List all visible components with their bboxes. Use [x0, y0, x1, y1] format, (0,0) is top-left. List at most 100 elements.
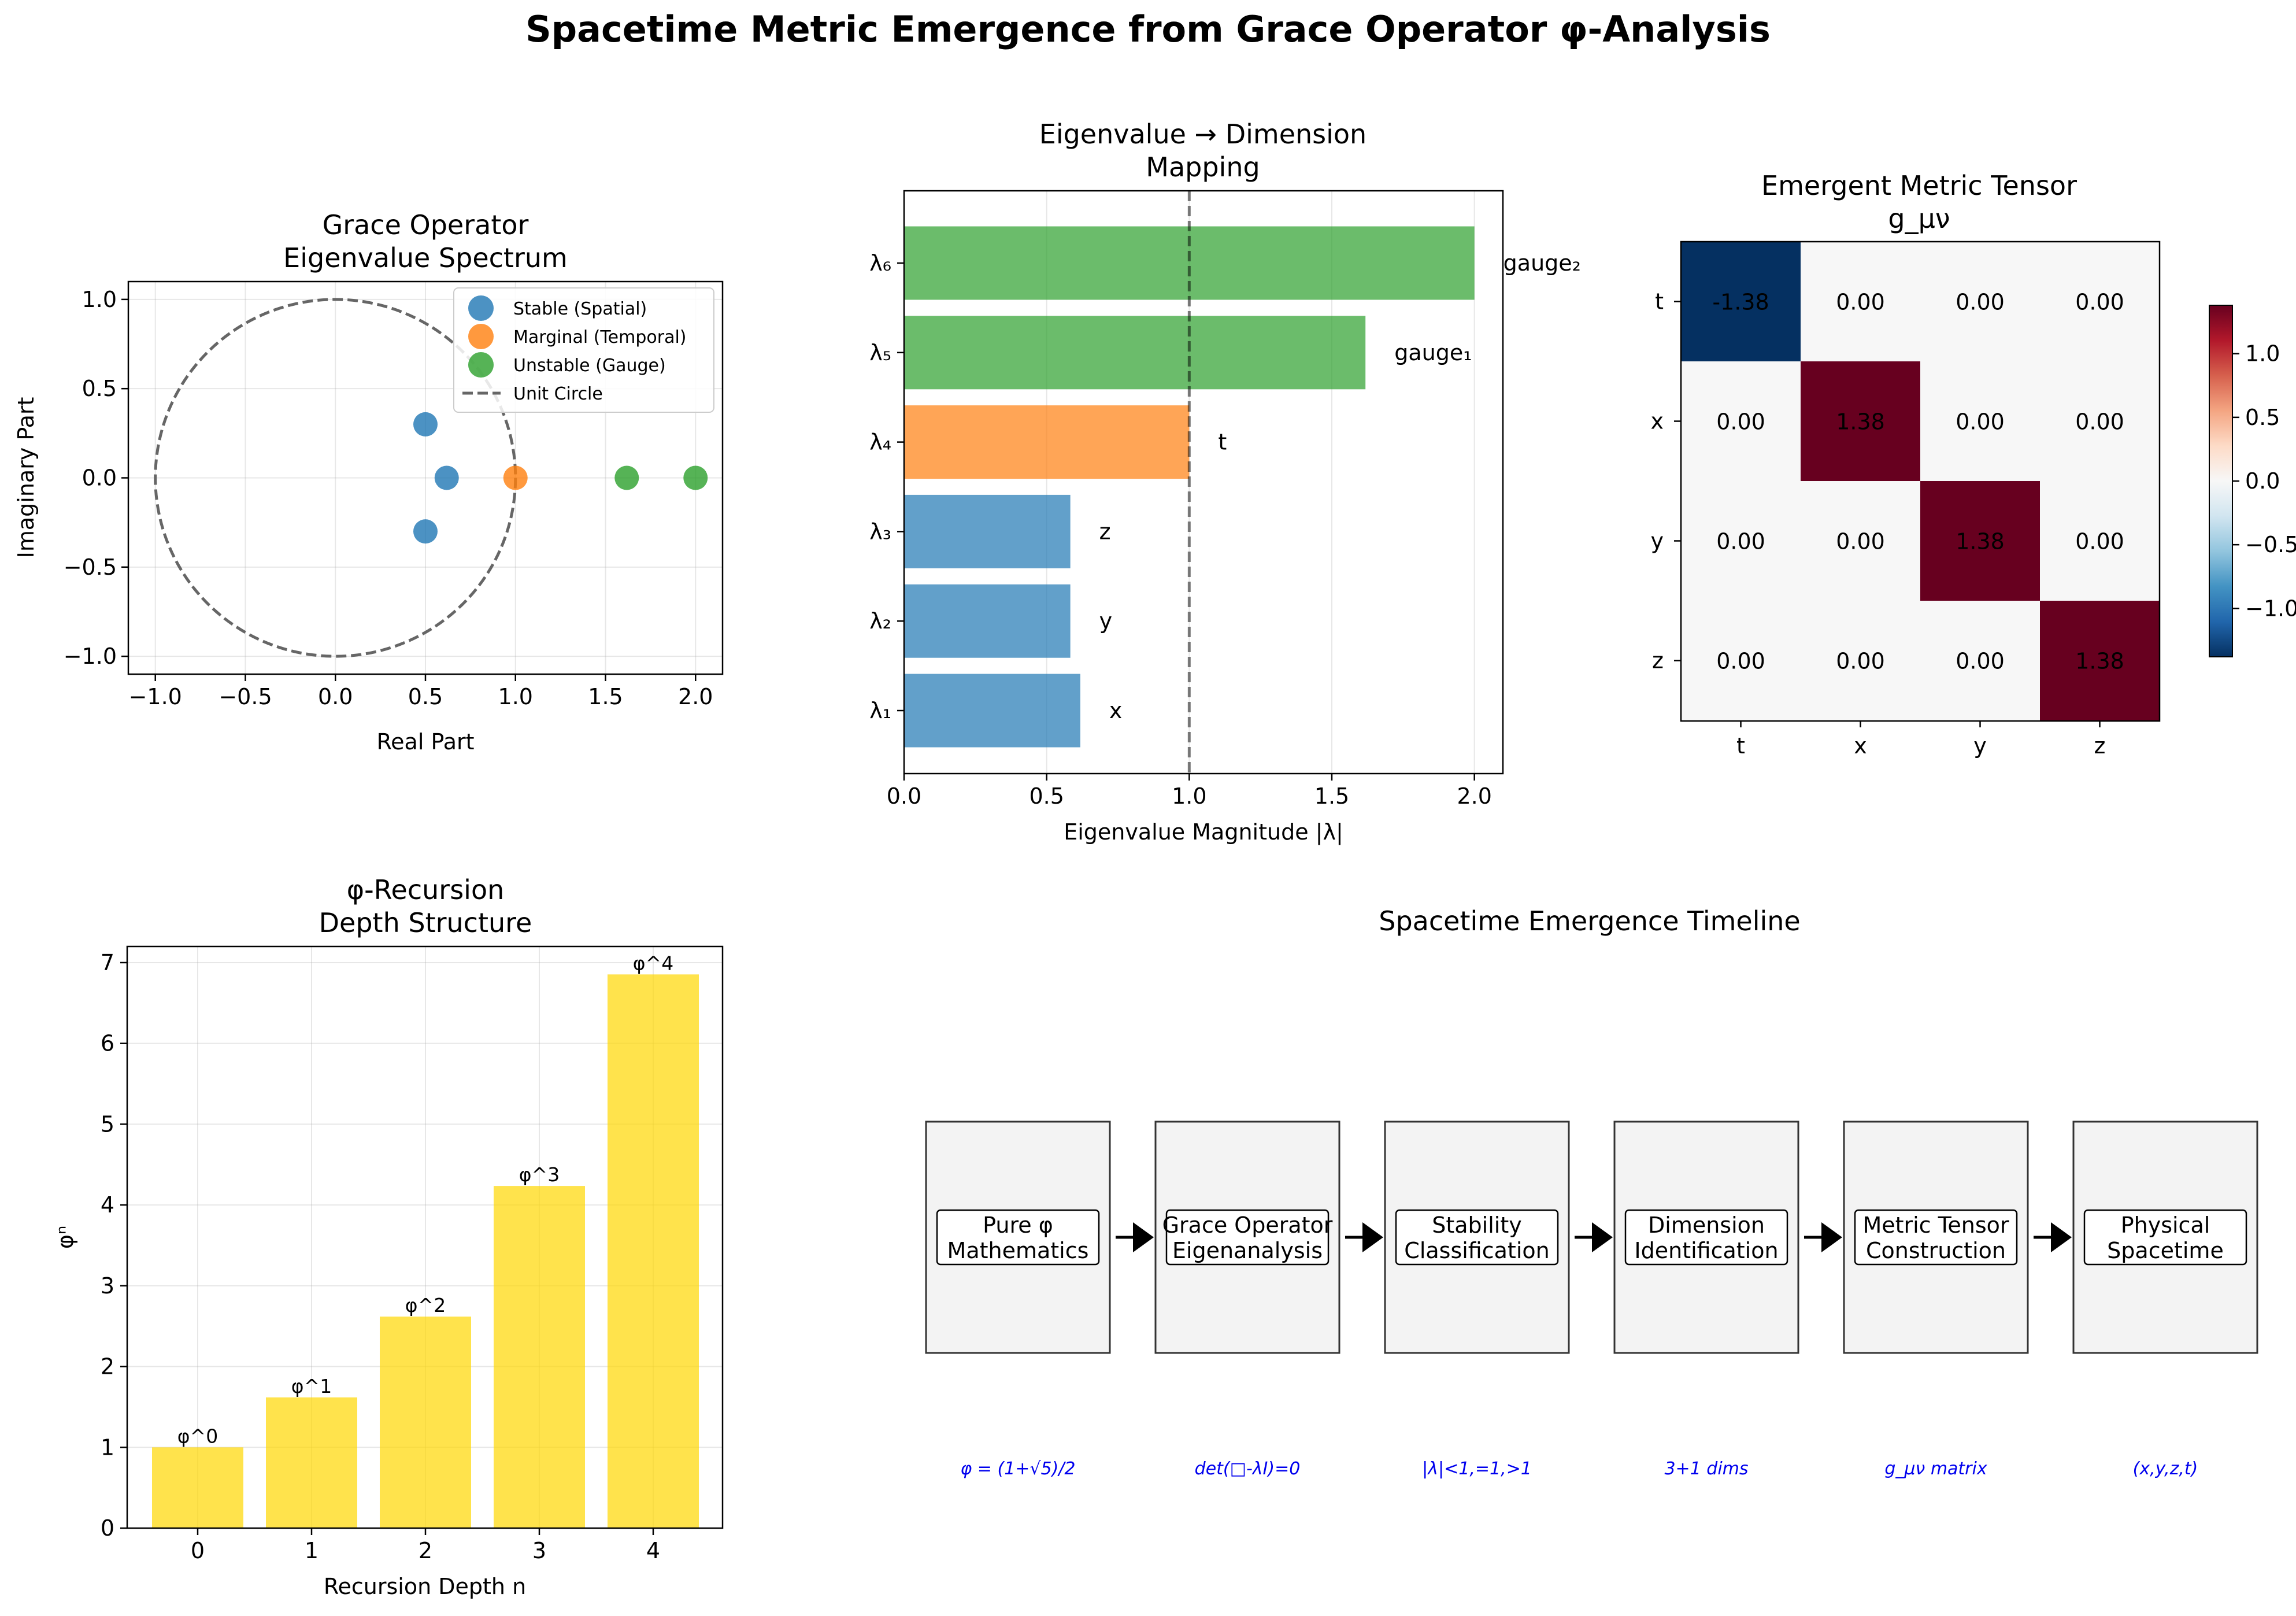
- eigen-dimension-panel: Eigenvalue → Dimension Mapping x y z t gauge…: [869, 119, 1581, 845]
- eigenvalue-point: [434, 465, 459, 490]
- recursion-bar-label: φ^2: [405, 1294, 446, 1317]
- mapping-y-tick-label: λ₅: [869, 340, 891, 365]
- legend-label-stable: Stable (Spatial): [513, 299, 647, 319]
- recursion-title-line-1: φ-Recursion: [347, 874, 505, 905]
- timeline-step-formula: |λ|<1,=1,>1: [1422, 1459, 1532, 1479]
- tensor-cell-label: 0.00: [1956, 649, 2005, 674]
- mapping-axes-frame: [903, 190, 1504, 775]
- timeline-step-label: Dimension: [1648, 1212, 1765, 1238]
- mapping-title-line-1: Eigenvalue → Dimension: [1039, 119, 1367, 150]
- timeline-step-formula: (x,y,z,t): [2133, 1459, 2198, 1479]
- recursion-y-tick-label: 2: [101, 1354, 114, 1380]
- spectrum-y-tick-label: −0.5: [64, 554, 117, 580]
- phi-recursion-panel: φ-Recursion Depth Structure φ^0 φ^1 φ^2 φ^3…: [53, 874, 724, 1599]
- tensor-cell: [1801, 601, 1921, 721]
- eigenvalue-bar: [904, 674, 1080, 748]
- timeline-step-label-box: [1624, 1209, 1788, 1266]
- mapping-y-tick-label: λ₁: [869, 698, 891, 723]
- tensor-cell-label: -1.38: [1712, 290, 1769, 315]
- spectrum-y-tick-label: 0.5: [82, 376, 117, 401]
- tensor-col-label: y: [1973, 733, 1987, 759]
- legend-label-unit-circle: Unit Circle: [513, 384, 603, 404]
- legend-marker-unstable: [468, 352, 494, 378]
- recursion-bar: [152, 1447, 243, 1528]
- recursion-x-tick-label: 0: [191, 1538, 205, 1563]
- tensor-cell: [1801, 361, 1921, 482]
- spectrum-title-line-2: Eigenvalue Spectrum: [283, 242, 568, 273]
- tensor-row-label: t: [1655, 289, 1664, 315]
- mapping-x-tick-label: 2.0: [1457, 783, 1491, 809]
- eigenvalue-point: [614, 465, 639, 490]
- recursion-x-tick-label: 1: [305, 1538, 319, 1563]
- colorbar-tick-label: −0.5: [2245, 532, 2296, 557]
- mapping-x-tick-label: 0.5: [1029, 783, 1064, 809]
- eigenvalue-point: [503, 465, 528, 490]
- tensor-cell-label: 1.38: [1956, 529, 2005, 554]
- recursion-x-tick-label: 2: [419, 1538, 432, 1563]
- recursion-title-line-2: Depth Structure: [319, 907, 532, 938]
- spectrum-y-tick-label: 1.0: [82, 287, 117, 312]
- spectrum-legend: Stable (Spatial) Marginal (Temporal) Uns…: [453, 287, 714, 413]
- timeline-arrow-head: [1821, 1222, 1842, 1252]
- tensor-cell: [1920, 481, 2041, 601]
- timeline-step-label-box: [2083, 1209, 2247, 1266]
- tensor-row-label: z: [1652, 648, 1664, 674]
- spectrum-x-axis-label: Real Part: [376, 729, 474, 755]
- recursion-bar: [380, 1317, 471, 1528]
- eigenvalue-bar-label: z: [1099, 519, 1111, 544]
- timeline-step-formula: 3+1 dims: [1664, 1459, 1748, 1479]
- spectrum-title-line-1: Grace Operator: [323, 209, 529, 241]
- eigenvalue-bar-label: t: [1218, 430, 1227, 455]
- spectrum-y-tick-label: 0.0: [82, 465, 117, 491]
- tensor-cell: [1801, 481, 1921, 601]
- timeline-step-label-box: [936, 1209, 1100, 1266]
- timeline-arrow-head: [2051, 1222, 2072, 1252]
- tensor-cell-label: 0.00: [2075, 529, 2124, 554]
- tensor-col-label: t: [1736, 733, 1745, 759]
- recursion-bar-label: φ^4: [633, 952, 673, 974]
- tensor-cell: [1681, 481, 1801, 601]
- mapping-x-axis-label: Eigenvalue Magnitude |λ|: [1064, 819, 1343, 845]
- legend-marker-stable: [468, 295, 494, 321]
- mapping-x-tick-label: 1.5: [1314, 783, 1349, 809]
- timeline-step-label: Stability: [1432, 1212, 1522, 1238]
- recursion-y-tick-label: 6: [101, 1031, 114, 1056]
- mapping-title-line-2: Mapping: [1146, 151, 1260, 183]
- recursion-bar-label: φ^1: [291, 1375, 332, 1397]
- spectrum-x-tick-label: 0.5: [408, 684, 443, 709]
- tensor-cell: [2040, 481, 2160, 601]
- timeline-step-label-box: [1165, 1209, 1330, 1266]
- timeline-step-label-box: [1854, 1209, 2018, 1266]
- eigenvalue-point: [683, 465, 708, 490]
- mapping-x-tick-label: 0.0: [887, 783, 921, 809]
- recursion-x-axis-label: Recursion Depth n: [324, 1574, 526, 1599]
- timeline-step-label: Identification: [1634, 1238, 1778, 1263]
- timeline-step-label: Construction: [1866, 1238, 2006, 1263]
- recursion-y-tick-label: 5: [101, 1111, 114, 1137]
- recursion-bar: [266, 1397, 357, 1528]
- metric-tensor-panel: Emergent Metric Tensor g_μν -1.38 0.00 0.0…: [1651, 170, 2296, 759]
- timeline-step-label: Physical: [2121, 1212, 2210, 1238]
- eigenvalue-point: [413, 412, 438, 437]
- tensor-cell-label: 0.00: [1716, 529, 1765, 554]
- spectrum-x-tick-label: −0.5: [219, 684, 272, 709]
- figure-title: Spacetime Metric Emergence from Grace Op…: [525, 8, 1771, 50]
- timeline-step-label: Metric Tensor: [1862, 1212, 2009, 1238]
- mapping-y-tick-label: λ₃: [869, 519, 891, 544]
- tensor-title-line-2: g_μν: [1888, 203, 1950, 234]
- recursion-bar-label: φ^0: [177, 1425, 218, 1447]
- tensor-cell-label: 0.00: [1836, 529, 1885, 554]
- tensor-col-label: z: [2094, 733, 2106, 759]
- eigenvalue-bar-label: y: [1099, 608, 1113, 634]
- legend-marker-marginal: [468, 324, 494, 349]
- tensor-cell: [1920, 601, 2041, 721]
- tensor-cell: [2040, 361, 2160, 482]
- eigenvalue-point: [413, 519, 438, 544]
- recursion-y-tick-label: 4: [101, 1192, 114, 1218]
- timeline-step-formula: det(□-λI)=0: [1195, 1459, 1301, 1479]
- mapping-x-tick-label: 1.0: [1172, 783, 1206, 809]
- tensor-cell-label: 1.38: [2075, 649, 2124, 674]
- eigenvalue-spectrum-panel: Grace Operator Eigenvalue Spectrum −1.0−…: [13, 209, 724, 755]
- tensor-cell-label: 0.00: [1716, 649, 1765, 674]
